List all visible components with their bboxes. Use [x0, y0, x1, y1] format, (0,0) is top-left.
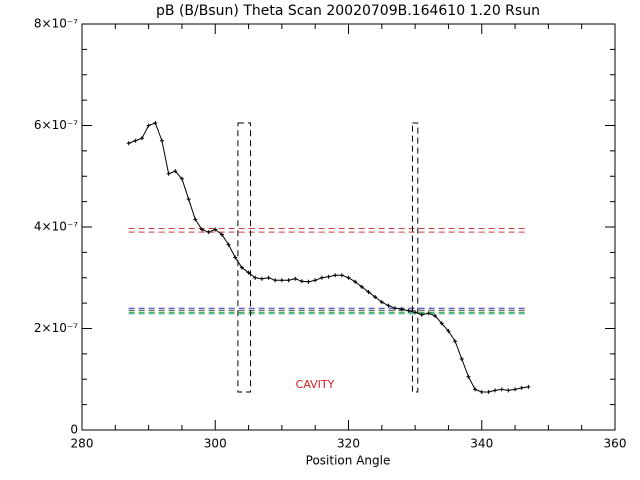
data-point: [386, 303, 391, 308]
data-point: [253, 275, 258, 280]
data-point: [213, 227, 218, 232]
data-point: [406, 308, 411, 313]
data-point: [146, 123, 151, 128]
y-tick-label: 6×10⁻⁷: [34, 118, 78, 132]
x-tick-label: 360: [604, 437, 627, 451]
data-point: [506, 388, 511, 393]
x-axis-label: Position Angle: [306, 454, 391, 468]
data-point: [319, 275, 324, 280]
data-point: [199, 227, 204, 232]
data-point: [439, 321, 444, 326]
data-point: [293, 276, 298, 281]
data-point: [226, 242, 231, 247]
data-point: [186, 197, 191, 202]
data-point: [399, 307, 404, 312]
data-point: [499, 387, 504, 392]
data-point: [419, 312, 424, 317]
data-point: [353, 279, 358, 284]
data-point: [426, 311, 431, 316]
data-point: [373, 295, 378, 300]
data-point: [179, 176, 184, 181]
data-point: [479, 389, 484, 394]
data-point: [273, 278, 278, 283]
data-point: [433, 313, 438, 318]
data-point: [279, 278, 284, 283]
y-tick-label: 0: [70, 423, 78, 437]
data-point: [346, 275, 351, 280]
data-point: [473, 387, 478, 392]
y-tick-label: 8×10⁻⁷: [34, 17, 78, 31]
data-point: [493, 388, 498, 393]
data-point: [306, 279, 311, 284]
data-point: [446, 329, 451, 334]
annotation: CAVITY: [296, 378, 335, 391]
x-tick-label: 280: [71, 437, 94, 451]
data-point: [333, 273, 338, 278]
data-point: [519, 385, 524, 390]
data-point: [206, 230, 211, 235]
data-point: [486, 389, 491, 394]
data-point: [313, 278, 318, 283]
data-point: [259, 276, 264, 281]
data-point: [159, 138, 164, 143]
region: [411, 122, 419, 393]
data-point: [453, 339, 458, 344]
x-tick-label: 300: [204, 437, 227, 451]
data-point: [219, 232, 224, 237]
y-tick-label: 4×10⁻⁷: [34, 220, 78, 234]
data-point: [246, 270, 251, 275]
data-point: [366, 289, 371, 294]
x-tick-label: 320: [337, 437, 360, 451]
data-point: [379, 300, 384, 305]
data-point: [286, 278, 291, 283]
data-point: [266, 275, 271, 280]
data-point: [526, 384, 531, 389]
data-point: [459, 356, 464, 361]
data-point: [239, 265, 244, 270]
data-point: [139, 136, 144, 141]
data-point: [513, 387, 518, 392]
data-point: [359, 284, 364, 289]
data-point: [413, 310, 418, 315]
y-tick-label: 2×10⁻⁷: [34, 321, 78, 335]
data-point: [126, 141, 131, 146]
data-point: [173, 169, 178, 174]
data-point: [466, 374, 471, 379]
data-point: [153, 120, 158, 125]
chart-title: pB (B/Bsun) Theta Scan 20020709B.164610 …: [156, 3, 540, 19]
data-point: [339, 273, 344, 278]
data-point: [233, 255, 238, 260]
data-point: [299, 279, 304, 284]
data-point: [166, 171, 171, 176]
data-point: [133, 138, 138, 143]
x-tick-label: 340: [470, 437, 493, 451]
data-point: [326, 274, 331, 279]
data-point: [193, 217, 198, 222]
data-point: [393, 306, 398, 311]
